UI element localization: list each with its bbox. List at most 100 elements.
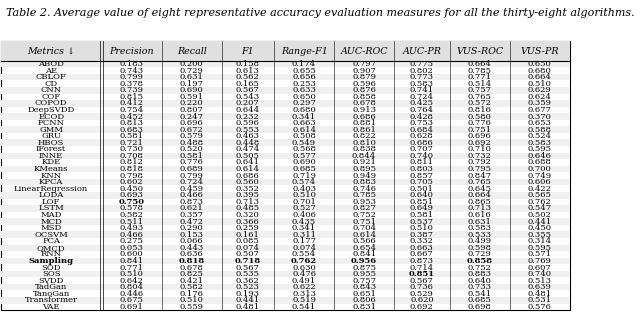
Text: MSD: MSD: [40, 224, 62, 232]
Text: 0.583: 0.583: [528, 139, 552, 147]
Text: 0.729: 0.729: [468, 250, 492, 258]
Bar: [1, 231, 570, 238]
Text: 0.566: 0.566: [352, 237, 376, 245]
Text: F1: F1: [241, 46, 254, 56]
Text: 0.341: 0.341: [292, 112, 316, 121]
Text: 0.841: 0.841: [352, 250, 376, 258]
Text: 0.838: 0.838: [352, 145, 376, 153]
Text: 0.580: 0.580: [468, 112, 492, 121]
Text: 0.581: 0.581: [410, 211, 434, 219]
Text: 0.520: 0.520: [180, 145, 204, 153]
Text: 0.466: 0.466: [120, 231, 143, 239]
Text: 0.655: 0.655: [292, 67, 316, 74]
Text: TadGan: TadGan: [35, 283, 67, 291]
Text: 0.907: 0.907: [352, 67, 376, 74]
Bar: [1, 218, 570, 225]
Text: 0.718: 0.718: [235, 257, 261, 265]
Text: 0.656: 0.656: [292, 73, 316, 81]
Text: 0.684: 0.684: [410, 126, 434, 134]
Text: 0.352: 0.352: [236, 185, 260, 193]
Text: AE: AE: [45, 67, 57, 74]
Text: 0.677: 0.677: [528, 106, 552, 114]
Text: 0.644: 0.644: [236, 106, 260, 114]
Text: 0.481: 0.481: [527, 290, 552, 298]
Text: 0.696: 0.696: [180, 119, 204, 127]
Text: 0.689: 0.689: [180, 165, 204, 173]
Text: 0.591: 0.591: [180, 93, 204, 101]
Text: 0.511: 0.511: [120, 218, 143, 225]
Text: 0.680: 0.680: [528, 67, 552, 74]
Text: 0.795: 0.795: [468, 165, 492, 173]
Text: 0.428: 0.428: [410, 112, 434, 121]
Text: 0.341: 0.341: [292, 224, 316, 232]
Bar: [1, 113, 570, 120]
Text: 0.425: 0.425: [410, 100, 434, 107]
Bar: [1, 205, 570, 212]
Text: Metrics ↓: Metrics ↓: [27, 46, 75, 56]
Text: 0.775: 0.775: [410, 60, 434, 68]
Text: VUS-PR: VUS-PR: [520, 46, 559, 56]
Text: 0.857: 0.857: [410, 171, 434, 180]
Text: 0.582: 0.582: [120, 211, 143, 219]
Text: 0.499: 0.499: [468, 237, 492, 245]
Text: 0.701: 0.701: [292, 198, 316, 206]
Text: 0.253: 0.253: [292, 80, 316, 88]
Text: 0.622: 0.622: [292, 283, 316, 291]
Text: 0.921: 0.921: [352, 159, 376, 166]
Text: 0.510: 0.510: [528, 80, 552, 88]
Text: 0.578: 0.578: [120, 204, 143, 213]
Text: 0.769: 0.769: [528, 257, 552, 265]
Text: 0.883: 0.883: [468, 270, 492, 278]
Text: 0.628: 0.628: [410, 132, 434, 140]
Text: 0.629: 0.629: [528, 86, 552, 94]
Text: LSTM: LSTM: [38, 204, 64, 213]
Text: 0.736: 0.736: [410, 283, 434, 291]
Text: 0.683: 0.683: [120, 126, 143, 134]
Text: 0.529: 0.529: [410, 290, 434, 298]
Text: 0.582: 0.582: [180, 283, 204, 291]
Text: MCD: MCD: [40, 218, 62, 225]
Text: 0.698: 0.698: [468, 303, 492, 311]
Text: 0.541: 0.541: [292, 303, 316, 311]
Text: 0.600: 0.600: [120, 250, 143, 258]
Text: FCNN: FCNN: [38, 119, 65, 127]
Text: 0.818: 0.818: [179, 257, 205, 265]
Text: 0.685: 0.685: [468, 296, 492, 304]
Text: 0.313: 0.313: [292, 290, 316, 298]
Text: 0.799: 0.799: [180, 171, 204, 180]
Bar: [1, 87, 570, 94]
Text: 0.607: 0.607: [528, 263, 552, 272]
Text: 0.574: 0.574: [292, 178, 316, 186]
Text: 0.739: 0.739: [120, 86, 143, 94]
Text: 0.811: 0.811: [410, 159, 434, 166]
Bar: [1, 166, 570, 172]
Text: 0.633: 0.633: [292, 86, 316, 94]
Text: KNN: KNN: [40, 171, 61, 180]
Text: Transformer: Transformer: [25, 296, 77, 304]
Text: 0.481: 0.481: [236, 303, 260, 311]
Text: 0.613: 0.613: [236, 67, 260, 74]
Bar: [1, 100, 570, 107]
Text: 0.879: 0.879: [352, 73, 376, 81]
Text: 0.588: 0.588: [528, 126, 552, 134]
Text: 0.576: 0.576: [528, 303, 552, 311]
Text: 0.640: 0.640: [468, 277, 492, 284]
Text: 0.508: 0.508: [292, 132, 316, 140]
Text: 0.314: 0.314: [527, 237, 552, 245]
Text: 0.565: 0.565: [528, 191, 552, 199]
Text: 0.177: 0.177: [292, 237, 316, 245]
Text: KPCA: KPCA: [39, 178, 63, 186]
Text: GMM: GMM: [39, 126, 63, 134]
Text: VAE: VAE: [42, 303, 60, 311]
Text: 0.581: 0.581: [120, 132, 143, 140]
Text: 0.505: 0.505: [236, 152, 260, 160]
Text: 0.602: 0.602: [120, 178, 143, 186]
Text: 0.752: 0.752: [352, 211, 376, 219]
Text: 0.746: 0.746: [352, 185, 376, 193]
Text: 0.472: 0.472: [180, 218, 204, 225]
Text: 0.510: 0.510: [180, 296, 204, 304]
Text: 0.841: 0.841: [120, 257, 143, 265]
Text: 0.873: 0.873: [180, 198, 204, 206]
Text: COF: COF: [42, 93, 61, 101]
Text: 0.158: 0.158: [236, 60, 260, 68]
